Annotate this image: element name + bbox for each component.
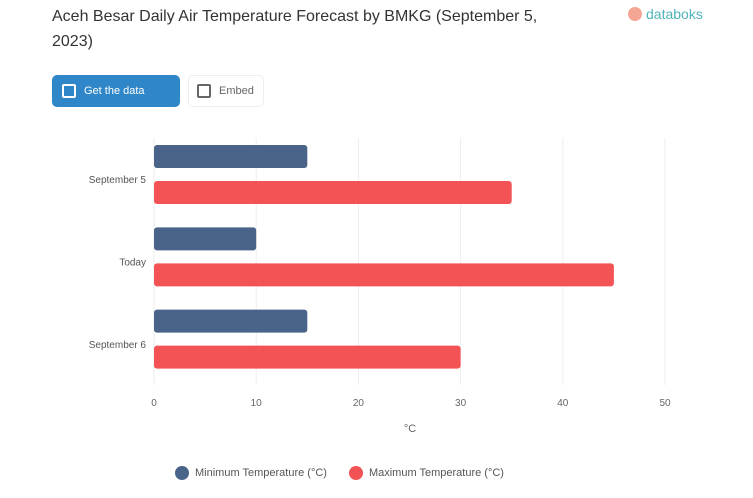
y-tick-label: September 5 [89, 175, 147, 186]
table-icon [62, 84, 76, 98]
embed-label: Embed [219, 85, 254, 97]
x-tick-label: 10 [251, 398, 263, 409]
bar-min [154, 145, 308, 168]
logo-icon [628, 7, 642, 21]
legend-item-max[interactable]: Maximum Temperature (°C) [348, 466, 504, 480]
legend-swatch-min [175, 466, 189, 480]
get-data-label: Get the data [84, 85, 145, 97]
x-axis-label: °C [404, 423, 416, 435]
x-tick-label: 0 [151, 398, 157, 409]
y-tick-label: September 6 [89, 340, 147, 351]
legend-swatch-max [348, 466, 363, 480]
bar-max [154, 345, 461, 369]
chart-title: Aceh Besar Daily Air Temperature Forecas… [52, 8, 538, 50]
legend: Minimum Temperature (°C) Maximum Tempera… [175, 466, 504, 480]
x-tick-label: 20 [353, 398, 365, 409]
legend-label-max: Maximum Temperature (°C) [368, 467, 504, 479]
y-tick-label: Today [119, 258, 146, 269]
databoks-logo[interactable]: databoks [628, 6, 703, 22]
x-tick-label: 30 [455, 398, 467, 409]
get-data-button[interactable]: Get the data [52, 75, 180, 107]
bar-max [154, 263, 614, 287]
x-tick-label: 50 [659, 398, 671, 409]
legend-item-min[interactable]: Minimum Temperature (°C) [175, 466, 327, 480]
bar-max [154, 181, 512, 204]
x-tick-label: 40 [557, 398, 569, 409]
embed-button[interactable]: Embed [188, 75, 264, 107]
bar-min [154, 309, 308, 333]
legend-label-min: Minimum Temperature (°C) [195, 467, 327, 479]
embed-icon [197, 84, 211, 98]
logo-text: databoks [646, 6, 703, 22]
bar-min [154, 227, 257, 251]
